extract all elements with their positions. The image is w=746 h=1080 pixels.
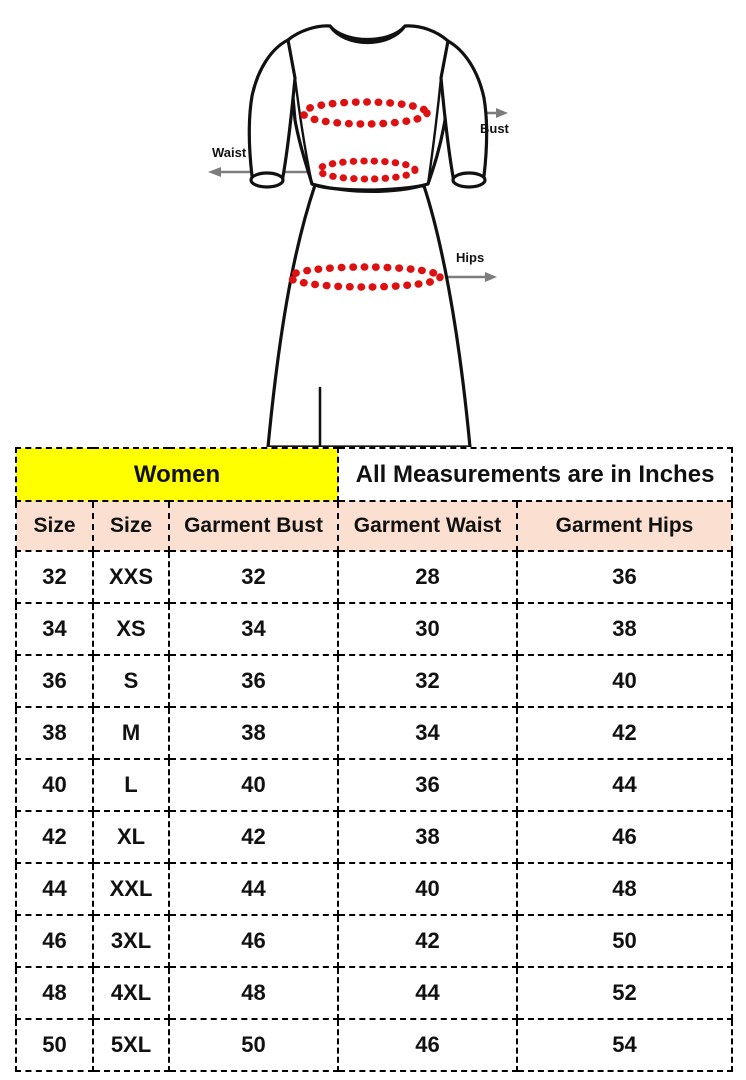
cell-size-numeric: 48: [15, 966, 94, 1020]
size-chart-table: Women All Measurements are in Inches Siz…: [14, 447, 734, 1072]
cell-garment-waist: 46: [337, 1018, 519, 1072]
cell-size-numeric: 46: [15, 914, 94, 968]
cell-size-alpha: XL: [92, 810, 170, 864]
group-label-cell: Women: [14, 447, 340, 502]
units-note-cell: All Measurements are in Inches: [337, 447, 734, 502]
cell-garment-hips: 54: [516, 1018, 734, 1072]
waist-label: Waist: [212, 145, 247, 160]
cell-garment-waist: 30: [337, 602, 519, 656]
cell-size-alpha: M: [92, 706, 170, 760]
cell-garment-bust: 36: [167, 654, 340, 708]
cell-garment-waist: 40: [337, 862, 519, 916]
table-row: 42 XL 42 38 46: [15, 810, 734, 864]
cell-size-numeric: 34: [15, 602, 94, 656]
size-chart-table-container: Women All Measurements are in Inches Siz…: [14, 447, 734, 1072]
cell-size-numeric: 36: [15, 654, 94, 708]
table-row: 32 XXS 32 28 36: [15, 550, 734, 604]
waist-measure-ellipse: [315, 157, 419, 183]
cell-garment-hips: 50: [516, 914, 734, 968]
cell-garment-bust: 46: [167, 914, 340, 968]
table-row: 36 S 36 32 40: [15, 654, 734, 708]
cell-garment-bust: 32: [167, 550, 340, 604]
cell-size-alpha: 4XL: [92, 966, 170, 1020]
bust-label: Bust: [480, 121, 510, 136]
column-header-size-numeric: Size: [15, 500, 94, 552]
column-header-garment-waist: Garment Waist: [337, 500, 519, 552]
cell-size-alpha: XXL: [92, 862, 170, 916]
table-row: 46 3XL 46 42 50: [15, 914, 734, 968]
hips-label: Hips: [456, 250, 484, 265]
cell-size-alpha: XXS: [92, 550, 170, 604]
cell-garment-waist: 38: [337, 810, 519, 864]
table-header-row: Size Size Garment Bust Garment Waist Gar…: [15, 500, 734, 552]
size-chart-body: Women All Measurements are in Inches Siz…: [14, 447, 734, 1072]
cell-size-alpha: 5XL: [92, 1018, 170, 1072]
table-row: 48 4XL 48 44 52: [15, 966, 734, 1020]
cell-garment-bust: 40: [167, 758, 340, 812]
table-row: 44 XXL 44 40 48: [15, 862, 734, 916]
cell-size-numeric: 44: [15, 862, 94, 916]
table-row: 50 5XL 50 46 54: [15, 1018, 734, 1072]
cell-garment-hips: 38: [516, 602, 734, 656]
cell-garment-waist: 32: [337, 654, 519, 708]
cell-garment-waist: 28: [337, 550, 519, 604]
cell-size-alpha: L: [92, 758, 170, 812]
column-header-garment-bust: Garment Bust: [167, 500, 340, 552]
cell-garment-bust: 50: [167, 1018, 340, 1072]
column-header-size-alpha: Size: [92, 500, 170, 552]
cell-size-numeric: 32: [15, 550, 94, 604]
table-row: 40 L 40 36 44: [15, 758, 734, 812]
cell-garment-waist: 36: [337, 758, 519, 812]
cell-size-numeric: 50: [15, 1018, 94, 1072]
cell-garment-hips: 46: [516, 810, 734, 864]
bust-measure-ellipse: [299, 98, 431, 128]
table-row: 34 XS 34 30 38: [15, 602, 734, 656]
cell-size-alpha: S: [92, 654, 170, 708]
cell-garment-hips: 42: [516, 706, 734, 760]
cell-garment-hips: 48: [516, 862, 734, 916]
cell-garment-bust: 42: [167, 810, 340, 864]
cell-garment-hips: 52: [516, 966, 734, 1020]
dress-measurement-illustration: Bust Waist Hips: [0, 0, 746, 450]
cell-size-numeric: 38: [15, 706, 94, 760]
hips-measure-ellipse: [286, 263, 444, 291]
cell-garment-waist: 42: [337, 914, 519, 968]
cell-size-alpha: XS: [92, 602, 170, 656]
cell-garment-hips: 40: [516, 654, 734, 708]
cell-garment-waist: 44: [337, 966, 519, 1020]
cell-garment-bust: 38: [167, 706, 340, 760]
cell-garment-waist: 34: [337, 706, 519, 760]
cell-garment-hips: 44: [516, 758, 734, 812]
table-row: 38 M 38 34 42: [15, 706, 734, 760]
cell-garment-bust: 44: [167, 862, 340, 916]
column-header-garment-hips: Garment Hips: [516, 500, 734, 552]
cell-size-alpha: 3XL: [92, 914, 170, 968]
dress-outline: [247, 24, 489, 449]
cell-garment-bust: 34: [167, 602, 340, 656]
cell-garment-hips: 36: [516, 550, 734, 604]
cell-size-numeric: 42: [15, 810, 94, 864]
table-title-row: Women All Measurements are in Inches: [14, 447, 734, 502]
cell-garment-bust: 48: [167, 966, 340, 1020]
cell-size-numeric: 40: [15, 758, 94, 812]
